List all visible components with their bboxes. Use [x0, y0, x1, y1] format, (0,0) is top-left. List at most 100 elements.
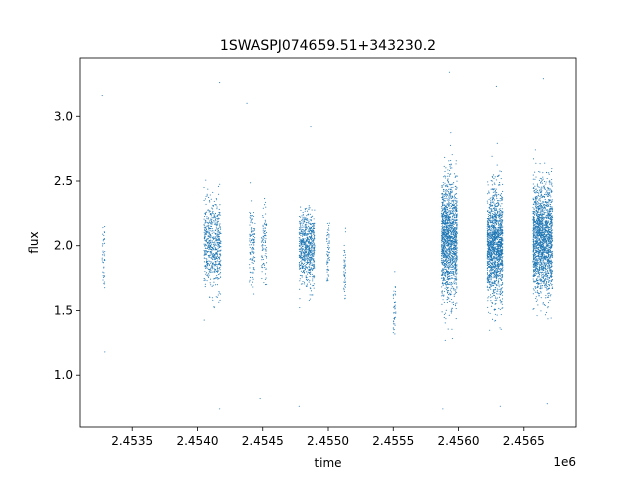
data-point	[490, 211, 492, 213]
data-point	[498, 220, 500, 223]
data-point	[102, 262, 104, 264]
data-point	[204, 243, 206, 245]
data-point	[454, 228, 456, 231]
data-point	[491, 318, 494, 320]
data-point	[487, 220, 489, 222]
data-point	[327, 243, 329, 245]
data-point	[492, 217, 494, 219]
data-point	[304, 238, 306, 240]
data-point	[219, 204, 221, 206]
data-point	[214, 232, 216, 234]
data-point	[487, 210, 489, 212]
data-point	[216, 239, 218, 241]
data-point	[203, 278, 205, 280]
data-point	[252, 242, 254, 244]
chart-title: 1SWASPJ074659.51+343230.2	[220, 38, 436, 54]
data-point	[312, 247, 314, 249]
data-point	[487, 250, 489, 252]
data-point	[205, 258, 207, 260]
data-point	[212, 237, 214, 239]
data-point	[495, 298, 497, 300]
data-point	[446, 255, 448, 257]
data-point	[207, 223, 209, 225]
data-point	[303, 265, 305, 267]
data-point	[535, 200, 537, 202]
data-point	[262, 238, 264, 240]
data-point	[445, 227, 447, 229]
data-point	[486, 257, 488, 259]
data-point	[209, 234, 211, 236]
data-point	[211, 240, 213, 242]
data-point	[448, 294, 450, 296]
data-point	[343, 287, 345, 289]
data-point	[313, 251, 315, 253]
data-point	[446, 212, 448, 214]
data-point	[219, 223, 221, 225]
data-point	[447, 263, 449, 265]
data-point	[449, 205, 451, 207]
data-point	[310, 227, 312, 229]
data-point	[211, 271, 213, 273]
data-point	[308, 245, 310, 247]
data-point	[494, 283, 496, 285]
data-point	[208, 232, 210, 234]
data-point	[448, 257, 450, 259]
data-point	[453, 268, 455, 270]
data-point	[304, 269, 306, 271]
data-point	[442, 249, 444, 251]
data-point	[452, 271, 454, 273]
data-point	[209, 282, 211, 284]
data-point	[441, 196, 443, 198]
data-point	[392, 332, 394, 334]
data-point	[203, 279, 205, 282]
data-point	[212, 246, 214, 248]
data-point	[491, 213, 493, 215]
data-point	[216, 284, 218, 286]
data-point	[495, 284, 497, 286]
data-point	[501, 265, 503, 267]
data-point	[451, 190, 453, 192]
data-point	[500, 221, 502, 223]
data-point	[313, 252, 315, 254]
data-point	[443, 255, 445, 257]
data-point	[490, 277, 493, 279]
data-point	[455, 206, 457, 208]
data-point	[311, 241, 313, 243]
data-point	[309, 251, 312, 253]
data-point	[443, 195, 446, 197]
data-point	[446, 199, 448, 201]
data-point	[495, 277, 498, 279]
data-point	[205, 244, 207, 246]
data-point	[448, 215, 450, 218]
data-point	[496, 297, 498, 299]
data-point	[451, 253, 453, 255]
data-point	[211, 254, 213, 256]
data-point	[536, 252, 538, 254]
data-point	[209, 222, 211, 224]
data-point	[312, 258, 314, 260]
data-point	[448, 290, 450, 292]
data-point	[206, 193, 208, 195]
data-point	[441, 275, 443, 277]
data-point	[488, 278, 490, 280]
data-point	[326, 240, 328, 242]
data-point	[490, 257, 492, 259]
data-point	[310, 249, 312, 251]
data-point	[501, 208, 503, 210]
data-point	[327, 268, 329, 270]
data-point	[493, 261, 495, 263]
data-point	[300, 244, 302, 247]
data-point	[490, 240, 492, 242]
data-point	[214, 258, 217, 260]
data-point	[486, 230, 488, 232]
data-point	[500, 244, 502, 246]
data-point	[312, 231, 314, 233]
data-point	[211, 223, 213, 225]
data-point	[449, 202, 451, 205]
data-point	[313, 237, 316, 239]
data-point	[455, 240, 457, 242]
data-point	[218, 208, 220, 211]
data-point	[208, 241, 210, 243]
data-point	[207, 222, 209, 224]
data-point	[446, 270, 448, 272]
